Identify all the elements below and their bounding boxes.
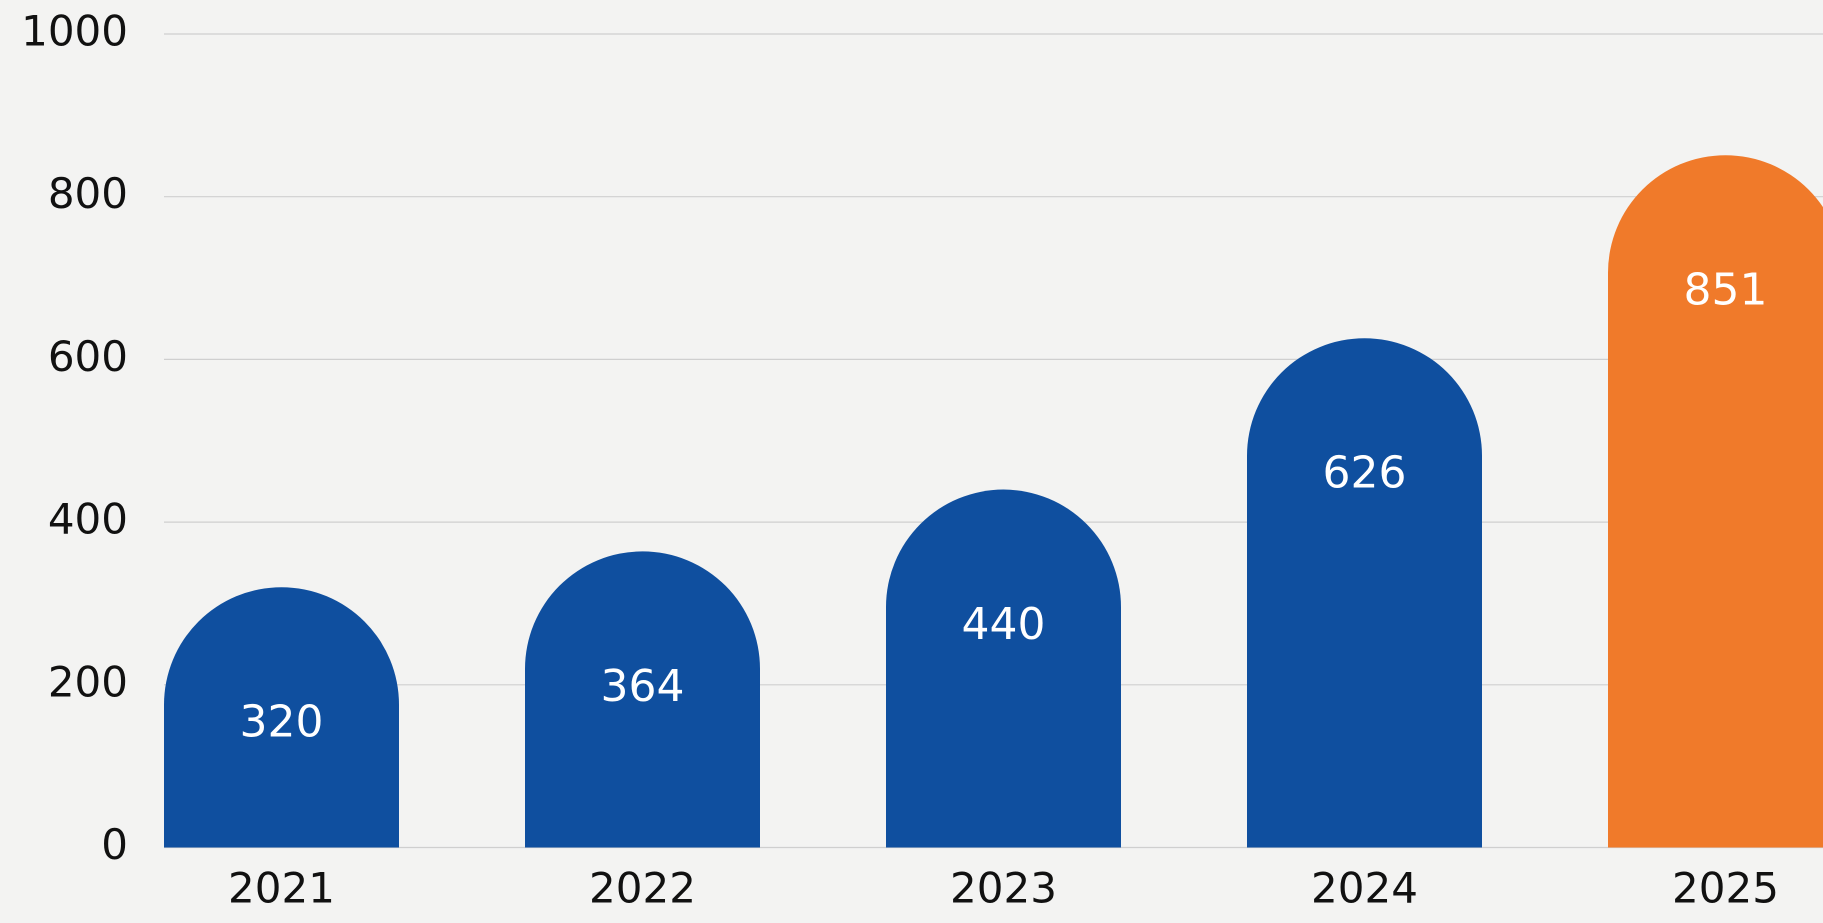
x-tick-label: 2021: [228, 864, 335, 913]
bar: [1608, 155, 1823, 848]
y-tick-label: 400: [48, 495, 128, 544]
x-tick-label: 2022: [589, 864, 696, 913]
value-label: 364: [601, 661, 685, 712]
value-label: 626: [1323, 448, 1407, 499]
value-label: 440: [962, 599, 1046, 650]
bar: [525, 551, 760, 848]
x-tick-label: 2023: [950, 864, 1057, 913]
value-label: 851: [1684, 265, 1768, 316]
y-tick-label: 200: [48, 657, 128, 706]
y-tick-label: 0: [101, 820, 128, 869]
x-tick-label: 2024: [1311, 864, 1418, 913]
bar: [1247, 338, 1482, 848]
bar: [164, 587, 399, 848]
y-tick-label: 800: [48, 169, 128, 218]
y-tick-label: 1000: [21, 7, 128, 56]
x-tick-label: 2025: [1672, 864, 1779, 913]
y-tick-label: 600: [48, 332, 128, 381]
bar: [886, 489, 1121, 848]
value-label: 320: [240, 697, 324, 748]
